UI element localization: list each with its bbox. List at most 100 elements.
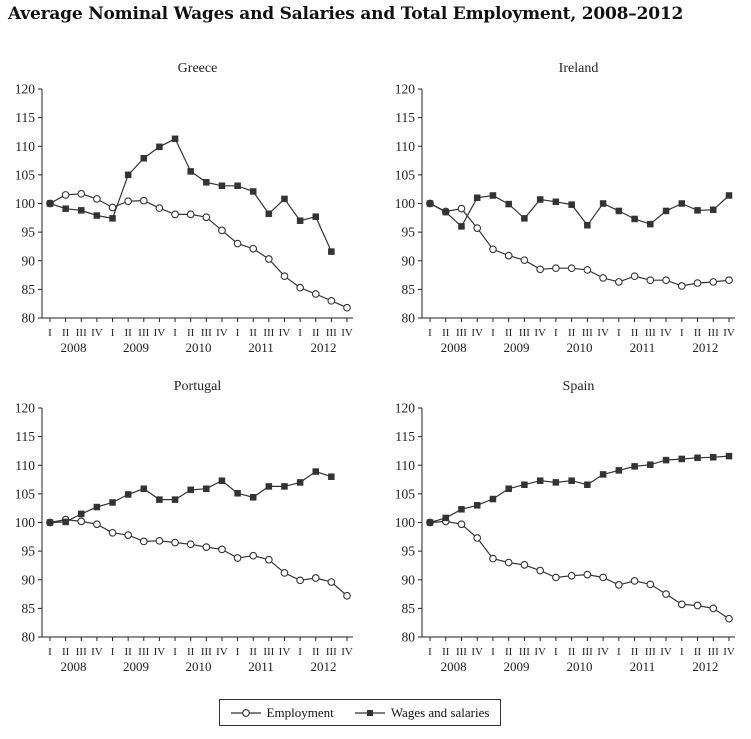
employment-point: [264, 255, 273, 263]
employment-point: [677, 282, 686, 290]
y-tick-label: 80: [402, 630, 416, 645]
employment-point: [343, 591, 351, 600]
wages-point: [725, 452, 733, 460]
quarter-label: IV: [216, 646, 228, 658]
employment-legend-marker-icon: [230, 708, 261, 717]
employment-point: [280, 569, 289, 577]
quarter-label: II: [694, 327, 702, 339]
wages-point: [234, 182, 241, 190]
employment-point: [186, 210, 195, 219]
wages-point: [78, 510, 85, 518]
quarter-label: II: [631, 646, 639, 658]
employment-point: [489, 245, 497, 254]
employment-point: [327, 578, 336, 586]
wages-point: [568, 477, 575, 484]
wages-line: [429, 455, 730, 524]
wages-point: [521, 215, 528, 222]
y-tick-label: 80: [402, 311, 416, 326]
wages-point: [599, 200, 607, 207]
y-tick-label: 120: [15, 82, 36, 97]
wages-point: [171, 135, 179, 143]
wages-point: [249, 188, 257, 195]
wages-point: [647, 461, 654, 468]
y-tick-label: 85: [402, 601, 416, 616]
quarter-label: I: [428, 327, 432, 339]
quarter-label: III: [201, 327, 212, 339]
legend-label-wages: Wages and salaries: [390, 704, 490, 720]
quarter-label: IV: [534, 646, 546, 658]
wages-point: [124, 171, 132, 179]
chart-title: Ireland: [559, 61, 599, 76]
wages-point: [694, 207, 701, 214]
employment-point: [567, 264, 576, 273]
employment-point: [93, 195, 101, 203]
quarter-label: I: [111, 327, 115, 339]
wages-point: [281, 483, 288, 490]
y-tick-label: 105: [15, 486, 36, 501]
wages-point: [234, 490, 241, 497]
wages-point: [109, 215, 116, 222]
wages-point: [615, 207, 623, 215]
wages-point: [458, 506, 465, 513]
quarter-label: III: [645, 646, 656, 658]
y-tick-label: 105: [395, 486, 416, 501]
quarter-label: II: [187, 646, 195, 658]
year-label: 2011: [248, 340, 274, 355]
y-tick-label: 110: [395, 139, 415, 154]
wages-point: [46, 519, 54, 526]
wages-point: [156, 143, 163, 151]
year-label: 2010: [186, 340, 212, 355]
quarter-label: I: [554, 327, 558, 339]
quarter-label: IV: [471, 646, 483, 658]
wages-point: [203, 485, 210, 492]
y-tick-label: 85: [22, 282, 36, 297]
quarter-label: III: [519, 646, 530, 658]
employment-point: [139, 537, 148, 546]
employment-point: [489, 554, 497, 563]
quarter-label: II: [505, 327, 513, 339]
wages-point: [281, 195, 288, 203]
quarter-label: I: [617, 327, 621, 339]
y-tick-label: 110: [15, 458, 35, 473]
y-tick-label: 85: [22, 601, 36, 616]
chart-title: Portugal: [174, 379, 222, 394]
y-tick-label: 80: [22, 311, 36, 326]
employment-point: [171, 210, 179, 219]
quarter-label: II: [568, 327, 576, 339]
y-tick-label: 90: [402, 572, 416, 587]
employment-point: [327, 296, 336, 305]
employment-point: [662, 590, 670, 598]
wages-point: [187, 168, 194, 175]
employment-point: [296, 576, 304, 585]
year-label: 2008: [60, 340, 86, 355]
wages-point: [662, 456, 670, 464]
wages-point: [694, 454, 701, 462]
wages-point: [584, 222, 591, 229]
employment-point: [662, 276, 670, 285]
quarter-label: I: [298, 646, 302, 658]
employment-point: [124, 531, 133, 539]
quarter-label: II: [568, 646, 576, 658]
quarter-label: II: [62, 327, 70, 339]
y-tick-label: 100: [395, 515, 416, 530]
quarter-label: III: [645, 327, 656, 339]
wages-point: [584, 481, 591, 488]
y-tick-label: 95: [402, 225, 416, 240]
wages-legend-marker-icon: [354, 709, 385, 716]
quarter-label: IV: [279, 646, 291, 658]
quarter-label: IV: [660, 646, 672, 658]
year-label: 2008: [441, 659, 467, 674]
wages-point: [473, 194, 481, 202]
employment-point: [630, 577, 639, 585]
wages-line: [49, 137, 332, 252]
wages-point: [552, 479, 560, 486]
wages-point: [568, 201, 575, 208]
page-title: Average Nominal Wages and Salaries and T…: [8, 4, 684, 24]
wages-point: [710, 453, 717, 461]
quarter-label: I: [236, 327, 240, 339]
wages-point: [156, 496, 163, 503]
wages-point: [312, 468, 319, 475]
employment-point: [646, 580, 655, 589]
wages-point: [647, 220, 654, 228]
